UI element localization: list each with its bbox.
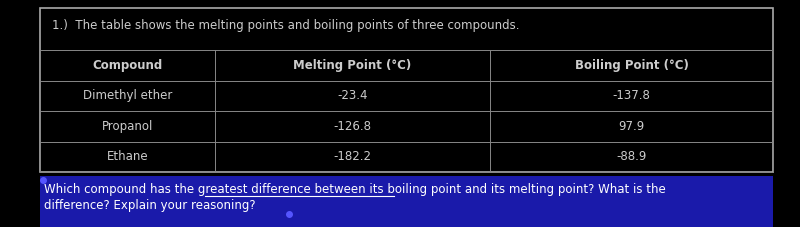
Text: 1.)  The table shows the melting points and boiling points of three compounds.: 1.) The table shows the melting points a… bbox=[52, 20, 519, 32]
Text: 97.9: 97.9 bbox=[618, 120, 645, 133]
Text: difference? Explain your reasoning?: difference? Explain your reasoning? bbox=[44, 200, 256, 212]
Bar bbox=[40, 176, 773, 227]
Bar bbox=[40, 8, 773, 172]
Text: Ethane: Ethane bbox=[106, 150, 148, 163]
Text: Compound: Compound bbox=[92, 59, 162, 72]
Text: Which compound has the greatest difference between its boiling point and its mel: Which compound has the greatest differen… bbox=[44, 183, 666, 197]
Text: -88.9: -88.9 bbox=[616, 150, 646, 163]
Text: -182.2: -182.2 bbox=[334, 150, 371, 163]
Text: Propanol: Propanol bbox=[102, 120, 153, 133]
Text: -23.4: -23.4 bbox=[338, 89, 368, 102]
Text: -137.8: -137.8 bbox=[613, 89, 650, 102]
Text: Boiling Point (°C): Boiling Point (°C) bbox=[574, 59, 689, 72]
Text: Dimethyl ether: Dimethyl ether bbox=[83, 89, 172, 102]
Text: -126.8: -126.8 bbox=[334, 120, 371, 133]
Text: Melting Point (°C): Melting Point (°C) bbox=[294, 59, 412, 72]
